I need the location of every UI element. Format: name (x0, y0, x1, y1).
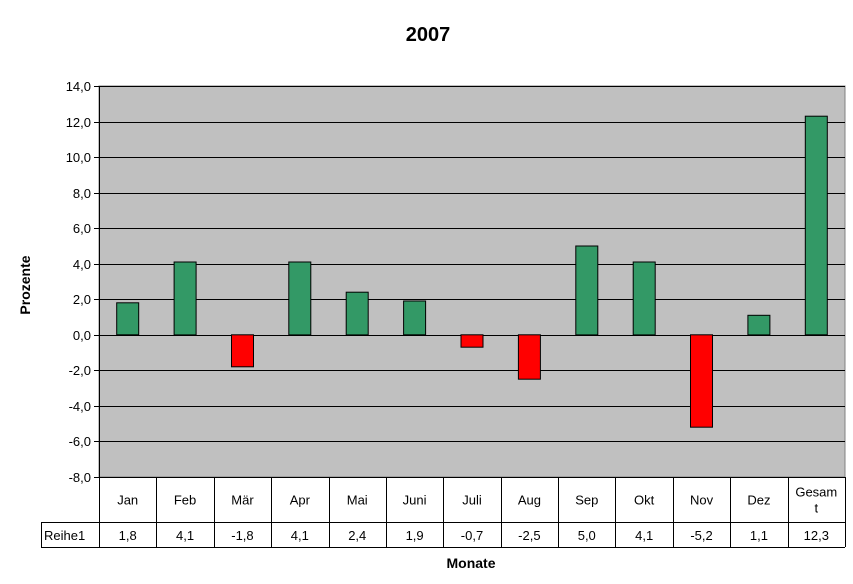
x-tick-label: Aug (518, 493, 541, 508)
x-tick-label: Okt (634, 493, 655, 508)
bar-aug (517, 334, 541, 380)
y-tick-label: 8,0 (73, 186, 91, 201)
bar-jan (116, 302, 140, 336)
bar-nov (690, 334, 713, 428)
data-label: 4,1 (635, 528, 653, 543)
series-name: Reihe1 (44, 528, 85, 543)
bar-juli (460, 334, 484, 348)
plot-area: 14,0 12,0 10,0 8,0 6,0 4,0 2,0 0,0 -2,0 -4,0 -6,0 -… (66, 79, 846, 485)
bar-mär (231, 334, 254, 368)
plot-background (98, 85, 846, 478)
bar-juni (403, 300, 427, 336)
x-tick-label: Juli (462, 493, 482, 508)
x-tick-label: Dez (747, 493, 770, 508)
y-axis-title: Prozente (17, 255, 33, 314)
y-tick-label: 4,0 (73, 257, 91, 272)
x-tick-label: Nov (690, 493, 714, 508)
y-tick-label: 12,0 (66, 115, 91, 130)
y-tick-label: -4,0 (69, 399, 91, 414)
bar-gesamt (804, 115, 828, 336)
x-tick-label: Juni (403, 493, 427, 508)
bar-mai (345, 291, 369, 336)
bar-apr (288, 261, 312, 336)
bar-dez (747, 314, 771, 336)
x-tick-label: Mai (347, 493, 368, 508)
data-label: -5,2 (690, 528, 712, 543)
data-label: -2,5 (518, 528, 540, 543)
data-label: 12,3 (804, 528, 829, 543)
x-tick-label: Apr (290, 493, 311, 508)
y-tick-label: 10,0 (66, 150, 91, 165)
data-label: 5,0 (578, 528, 596, 543)
bar-okt (632, 261, 656, 336)
x-tick-label: Feb (174, 493, 196, 508)
data-label: -0,7 (461, 528, 483, 543)
bar-sep (575, 245, 599, 336)
data-label: 4,1 (291, 528, 309, 543)
x-axis-title: Monate (447, 555, 496, 571)
x-tick-label: Jan (117, 493, 138, 508)
data-table: Jan Feb Mär Apr Mai Juni Juli Aug Sep Okt Nov Dez Ge… (41, 477, 846, 548)
data-label: 1,1 (750, 528, 768, 543)
y-tick-label: -6,0 (69, 434, 91, 449)
data-label: 1,8 (119, 528, 137, 543)
x-tick-label: Sep (575, 493, 598, 508)
data-label: -1,8 (231, 528, 253, 543)
chart-title: 2007 (406, 24, 451, 46)
x-tick-label: Gesam t (795, 485, 837, 516)
data-label: 4,1 (176, 528, 194, 543)
data-label: 2,4 (348, 528, 366, 543)
x-tick-label: Mär (231, 493, 254, 508)
data-label: 1,9 (406, 528, 424, 543)
y-tick-label: 0,0 (73, 328, 91, 343)
y-tick-label: 14,0 (66, 79, 91, 94)
y-tick-label: -8,0 (69, 470, 91, 485)
y-tick-label: -2,0 (69, 363, 91, 378)
y-tick-label: 6,0 (73, 221, 91, 236)
bar-feb (173, 261, 197, 336)
y-tick-label: 2,0 (73, 292, 91, 307)
